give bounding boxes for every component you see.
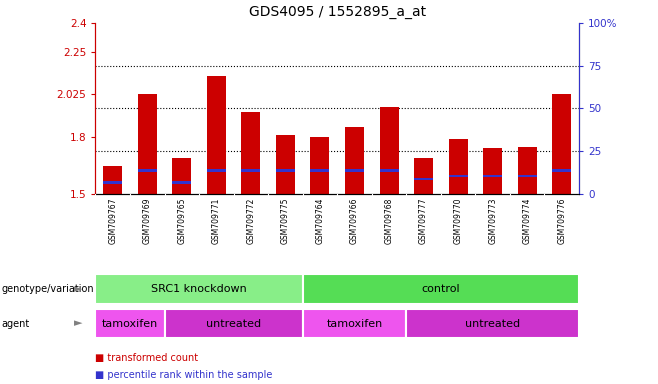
Text: agent: agent (1, 318, 30, 329)
Bar (103, 181, 122, 184)
Text: GSM709767: GSM709767 (108, 198, 117, 244)
Bar (483, 175, 502, 177)
Bar (311, 169, 330, 172)
Bar (103, 166, 122, 194)
Bar (552, 94, 571, 194)
Bar (138, 169, 157, 172)
Bar (449, 175, 468, 177)
Text: genotype/variation: genotype/variation (1, 284, 94, 294)
Bar (414, 178, 433, 180)
Bar (345, 169, 364, 172)
Text: SRC1 knockdown: SRC1 knockdown (151, 284, 247, 294)
Bar (276, 135, 295, 194)
Text: GSM709771: GSM709771 (212, 198, 221, 244)
Bar (172, 158, 191, 194)
Bar (241, 112, 261, 194)
Bar (518, 175, 537, 177)
Bar (164, 309, 303, 338)
Bar (406, 309, 579, 338)
Bar (345, 126, 364, 194)
Text: ■ transformed count: ■ transformed count (95, 353, 199, 363)
Text: ■ percentile rank within the sample: ■ percentile rank within the sample (95, 370, 273, 380)
Bar (449, 139, 468, 194)
Bar (380, 169, 399, 172)
Title: GDS4095 / 1552895_a_at: GDS4095 / 1552895_a_at (249, 5, 426, 19)
Text: GSM709773: GSM709773 (488, 198, 497, 244)
Text: tamoxifen: tamoxifen (326, 318, 382, 329)
Bar (241, 169, 261, 172)
Bar (138, 94, 157, 194)
Bar (483, 148, 502, 194)
Text: GSM709775: GSM709775 (281, 198, 290, 244)
Bar (303, 274, 579, 304)
Text: GSM709776: GSM709776 (557, 198, 567, 244)
Text: GSM709765: GSM709765 (177, 198, 186, 244)
Text: untreated: untreated (465, 318, 520, 329)
Text: control: control (422, 284, 460, 294)
Text: tamoxifen: tamoxifen (102, 318, 158, 329)
Text: GSM709769: GSM709769 (143, 198, 152, 244)
Bar (207, 169, 226, 172)
Bar (95, 274, 303, 304)
Bar (414, 158, 433, 194)
Text: GSM709766: GSM709766 (350, 198, 359, 244)
Bar (552, 169, 571, 172)
Text: GSM709777: GSM709777 (419, 198, 428, 244)
Bar (276, 169, 295, 172)
Bar (303, 309, 406, 338)
Bar (380, 107, 399, 194)
Text: untreated: untreated (206, 318, 261, 329)
Text: GSM709770: GSM709770 (453, 198, 463, 244)
Bar (311, 137, 330, 194)
Bar (172, 181, 191, 184)
Bar (95, 309, 164, 338)
Text: ►: ► (74, 318, 82, 329)
Bar (207, 76, 226, 194)
Text: GSM709774: GSM709774 (522, 198, 532, 244)
Text: GSM709772: GSM709772 (246, 198, 255, 244)
Text: ►: ► (74, 284, 82, 294)
Text: GSM709764: GSM709764 (315, 198, 324, 244)
Bar (518, 147, 537, 194)
Text: GSM709768: GSM709768 (384, 198, 393, 244)
